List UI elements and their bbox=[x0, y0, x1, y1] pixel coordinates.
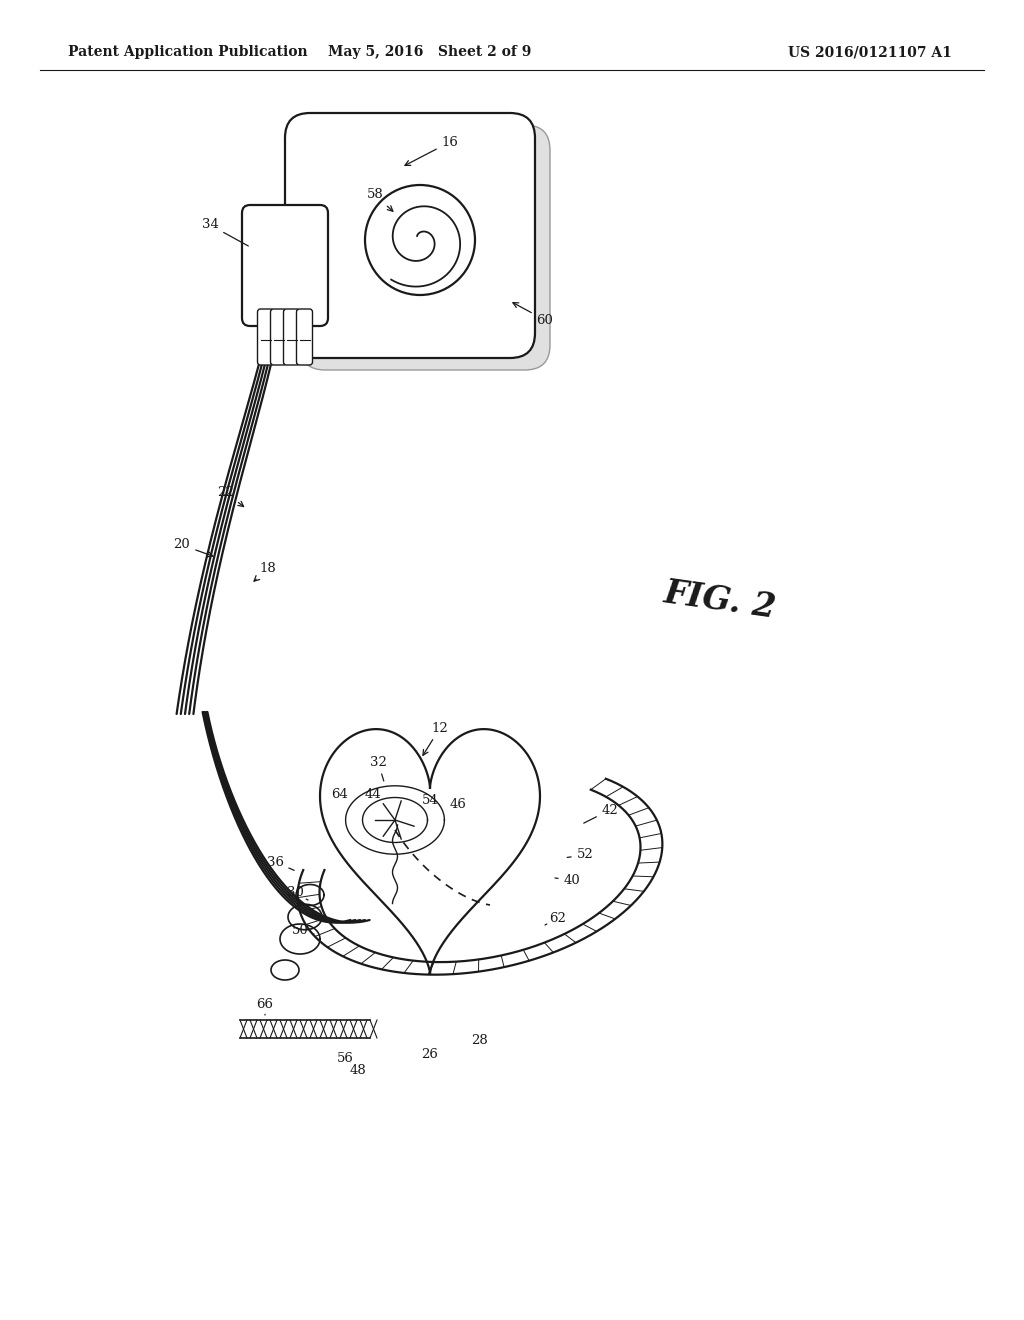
Circle shape bbox=[365, 185, 475, 294]
Text: 54: 54 bbox=[422, 793, 438, 807]
Text: 18: 18 bbox=[254, 561, 276, 581]
Text: 48: 48 bbox=[349, 1064, 367, 1077]
Text: Patent Application Publication: Patent Application Publication bbox=[68, 45, 307, 59]
Text: 46: 46 bbox=[450, 799, 467, 812]
Text: 40: 40 bbox=[555, 874, 581, 887]
Text: US 2016/0121107 A1: US 2016/0121107 A1 bbox=[788, 45, 952, 59]
Text: May 5, 2016   Sheet 2 of 9: May 5, 2016 Sheet 2 of 9 bbox=[329, 45, 531, 59]
Text: 34: 34 bbox=[202, 219, 249, 246]
FancyBboxPatch shape bbox=[270, 309, 287, 366]
Ellipse shape bbox=[271, 960, 299, 979]
Text: 36: 36 bbox=[266, 855, 294, 870]
Text: 16: 16 bbox=[404, 136, 459, 165]
Text: 30: 30 bbox=[287, 887, 308, 900]
Text: 12: 12 bbox=[423, 722, 449, 755]
Text: 26: 26 bbox=[422, 1048, 438, 1061]
Text: FIG. 2: FIG. 2 bbox=[662, 576, 778, 624]
Text: 58: 58 bbox=[367, 189, 393, 211]
Text: 20: 20 bbox=[174, 539, 213, 557]
Text: 64: 64 bbox=[332, 788, 348, 801]
FancyBboxPatch shape bbox=[242, 205, 328, 326]
Text: 44: 44 bbox=[365, 788, 381, 801]
FancyBboxPatch shape bbox=[285, 114, 535, 358]
Text: 50: 50 bbox=[292, 924, 314, 936]
FancyBboxPatch shape bbox=[284, 309, 299, 366]
Text: 66: 66 bbox=[256, 998, 273, 1015]
FancyBboxPatch shape bbox=[300, 125, 550, 370]
Text: 42: 42 bbox=[584, 804, 618, 824]
FancyBboxPatch shape bbox=[257, 309, 273, 366]
Text: 22: 22 bbox=[217, 486, 244, 507]
Text: 56: 56 bbox=[337, 1052, 353, 1064]
Text: 28: 28 bbox=[472, 1034, 488, 1047]
FancyBboxPatch shape bbox=[297, 309, 312, 366]
Text: 60: 60 bbox=[513, 302, 553, 326]
Text: 32: 32 bbox=[370, 755, 386, 781]
Text: 52: 52 bbox=[567, 849, 593, 862]
Text: 62: 62 bbox=[545, 912, 566, 925]
